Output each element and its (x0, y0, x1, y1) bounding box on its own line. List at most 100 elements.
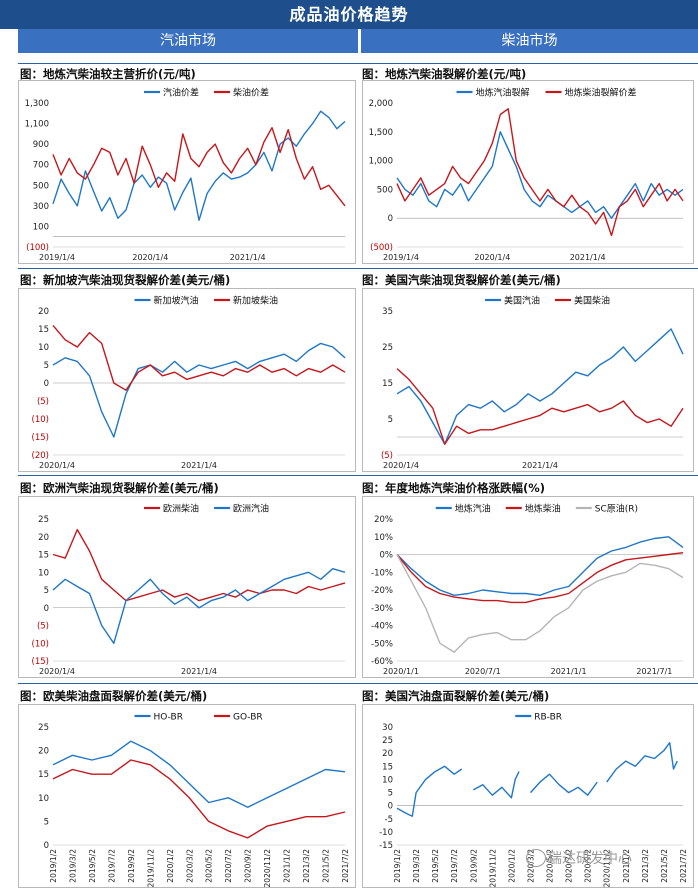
x-tick-label: 2021/1/4 (570, 253, 606, 262)
legend-label: 美国柴油 (574, 295, 610, 307)
x-tick-label: 2019/11/2 (146, 849, 155, 887)
y-tick-label: 100 (33, 222, 49, 232)
x-tick-label: 2019/1/4 (383, 253, 419, 262)
legend-label: 地炼汽油裂解 (476, 87, 530, 99)
series-line-2 (396, 108, 684, 237)
y-tick-label: -20% (371, 586, 393, 596)
chart-title-refinery-discount: 图：地炼汽柴油较主营折价(元/吨) (20, 67, 196, 81)
series-line-1 (52, 342, 346, 438)
y-tick-label: 10 (38, 568, 49, 578)
y-tick-label: 0 (44, 379, 49, 389)
y-tick-label: 300 (33, 202, 49, 212)
chart-refinery-discount: 1,300 1,100 900 700 500 300 100 (100) 2019/1/4 20… (18, 80, 356, 264)
y-tick-label: 20 (38, 533, 49, 543)
x-tick-label: 2019/7/2 (107, 849, 116, 883)
series-line-2 (52, 568, 346, 644)
x-tick-label: 2019/1/2 (49, 849, 58, 883)
x-tick-label: 2020/1/2 (507, 849, 516, 883)
y-tick-label: -30% (371, 604, 393, 614)
chart-svg: 1,300 1,100 900 700 500 300 100 (100)2019/1/4 20… (25, 87, 346, 262)
series-line-1 (396, 328, 684, 445)
y-tick-label: 25 (38, 723, 49, 733)
x-tick-label: 2020/3/2 (185, 849, 194, 883)
y-tick-label: 5 (44, 817, 49, 827)
x-tick-label: 2020/1/4 (383, 461, 419, 470)
x-tick-label: 2020/1/4 (39, 667, 75, 676)
y-tick-label: 5 (388, 415, 393, 425)
chart-svg: 25 20 15 10 5 0 (5) (10) (15)2020/1/4 2021/1/4 欧洲柴… (32, 503, 346, 676)
legend-label: 新加坡汽油 (154, 295, 199, 307)
y-tick-label: 15 (38, 325, 49, 335)
chart-svg: 20% 10% 0% -10% -20% -30% -40% -50% -60%2020/1/1… (371, 503, 684, 676)
chart-title-singapore-crack: 图：新加坡汽柴油现货裂解价差(美元/桶) (20, 273, 231, 287)
separator (18, 475, 698, 476)
x-tick-label: 2021/1/4 (522, 461, 558, 470)
x-tick-label: 2020/5/2 (205, 849, 214, 883)
x-tick-label: 2021/1/4 (181, 461, 217, 470)
series-line-2 (396, 368, 684, 445)
y-tick-label: 15 (382, 379, 393, 389)
y-tick-label: -60% (371, 657, 393, 667)
y-tick-label: 15 (38, 770, 49, 780)
y-tick-label: 5 (388, 789, 393, 799)
chart-svg: 20 15 10 5 0 (5) (10) (15) (20)2020/1/4 2021/1/4 新… (32, 295, 346, 470)
legend-label: RB-BR (534, 713, 562, 723)
x-tick-label: 2021/3/2 (302, 849, 311, 883)
x-tick-label: 2020/11/2 (263, 849, 272, 887)
series-line-3 (396, 554, 684, 653)
series-line-2 (396, 552, 684, 604)
y-tick-label: 10 (382, 775, 393, 785)
page-banner: 成品油价格趋势 (0, 0, 698, 29)
y-tick-label: -10 (379, 828, 393, 838)
chart-svg: 2,000 1,500 1,000 500 0 (500)2019/1/4 2020/1/4… (369, 87, 684, 262)
x-tick-label: 2021/5/2 (660, 849, 669, 883)
x-tick-label: 2020/1/4 (39, 461, 75, 470)
legend-label: SC原油(R) (595, 503, 638, 515)
x-tick-label: 2019/5/2 (88, 849, 97, 883)
legend-label: 地炼柴油裂解价差 (565, 87, 637, 99)
watermark: 瑞达研发中心 (548, 851, 632, 867)
legend-label: 欧洲汽油 (233, 503, 269, 515)
chart-refinery-crack: 2,000 1,500 1,000 500 0 (500) 2019/1/4 2020/1/4… (362, 80, 694, 264)
separator (18, 63, 698, 64)
separator (18, 268, 698, 269)
x-tick-label: 2019/9/2 (469, 849, 478, 883)
y-tick-label: 1,500 (369, 128, 393, 138)
x-tick-label: 2019/1/4 (39, 253, 75, 262)
y-tick-label: (15) (32, 433, 49, 443)
series-line-2 (52, 127, 346, 207)
x-tick-label: 2020/7/2 (565, 849, 574, 883)
chart-title-refinery-crack: 图：地炼汽柴油裂解价差(元/吨) (362, 67, 527, 81)
x-tick-label: 2021/3/2 (641, 849, 650, 883)
y-tick-label: 15 (382, 762, 393, 772)
x-tick-label: 2021/1/4 (230, 253, 266, 262)
y-tick-label: (15) (32, 657, 49, 667)
y-tick-label: 0 (388, 214, 393, 224)
legend-label: 地炼柴油 (525, 503, 561, 515)
x-tick-label: 2019/3/2 (68, 849, 77, 883)
x-tick-label: 2019/1/2 (393, 849, 402, 883)
x-tick-label: 2019/9/2 (127, 849, 136, 883)
separator (18, 683, 698, 684)
series-line-1 (52, 740, 346, 808)
chart-title-diesel-futures-crack: 图：欧美柴油盘面裂解价差(美元/桶) (20, 689, 208, 703)
series-line-1 (52, 110, 346, 221)
y-tick-label: 0 (44, 841, 49, 851)
y-tick-label: 25 (382, 343, 393, 353)
x-tick-label: 2020/9/2 (244, 849, 253, 883)
y-tick-label: 30 (382, 723, 393, 733)
chart-title-europe-crack: 图：欧洲汽柴油现货裂解价差(美元/桶) (20, 481, 219, 495)
y-tick-label: 0 (388, 802, 393, 812)
y-tick-label: 20 (38, 307, 49, 317)
chart-singapore-crack: 20 15 10 5 0 (5) (10) (15) (20) 2020/1/4 2021/1/4 新… (18, 288, 356, 472)
series-line-1 (396, 131, 684, 219)
y-tick-label: 20 (38, 747, 49, 757)
y-tick-label: 25 (38, 515, 49, 525)
chart-title-us-crack: 图：美国汽柴油现货裂解价差(美元/桶) (362, 273, 561, 287)
y-tick-label: 2,000 (369, 99, 393, 109)
y-tick-label: 1,300 (25, 99, 49, 109)
y-tick-label: (5) (37, 397, 49, 407)
x-tick-label: 2021/7/1 (636, 667, 672, 676)
legend-label: 美国汽油 (504, 295, 540, 307)
